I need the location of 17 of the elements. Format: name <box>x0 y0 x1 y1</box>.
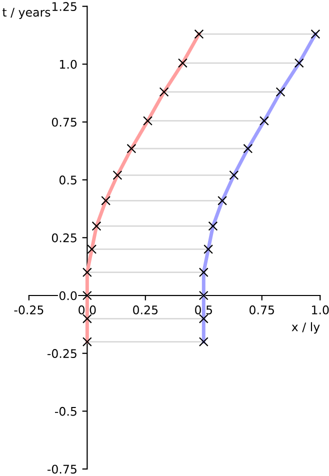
y-axis-title: t / years <box>2 8 50 19</box>
y-tick-label: 0.5 <box>59 176 76 184</box>
x-tick-label: 0.5 <box>195 305 212 314</box>
y-tick-label: -0.75 <box>47 464 76 474</box>
x-tick-label: 1.0 <box>312 305 329 314</box>
x-tick-label: 0.75 <box>250 305 274 314</box>
y-tick-label: -0.5 <box>55 406 76 416</box>
y-tick-label: 0.0 <box>59 291 77 300</box>
y-tick-label: 0.25 <box>52 233 76 242</box>
x-axis-title: x / ly <box>292 322 320 334</box>
y-tick-label: 1.0 <box>60 60 77 69</box>
y-tick-label: 0.75 <box>52 118 76 127</box>
y-tick-label: 1.25 <box>52 2 76 11</box>
x-tick-label: 0.0 <box>78 305 96 314</box>
y-tick-label: -0.25 <box>47 349 76 358</box>
x-tick-label: 0.25 <box>133 305 158 314</box>
x-tick-label: -0.25 <box>14 305 44 314</box>
